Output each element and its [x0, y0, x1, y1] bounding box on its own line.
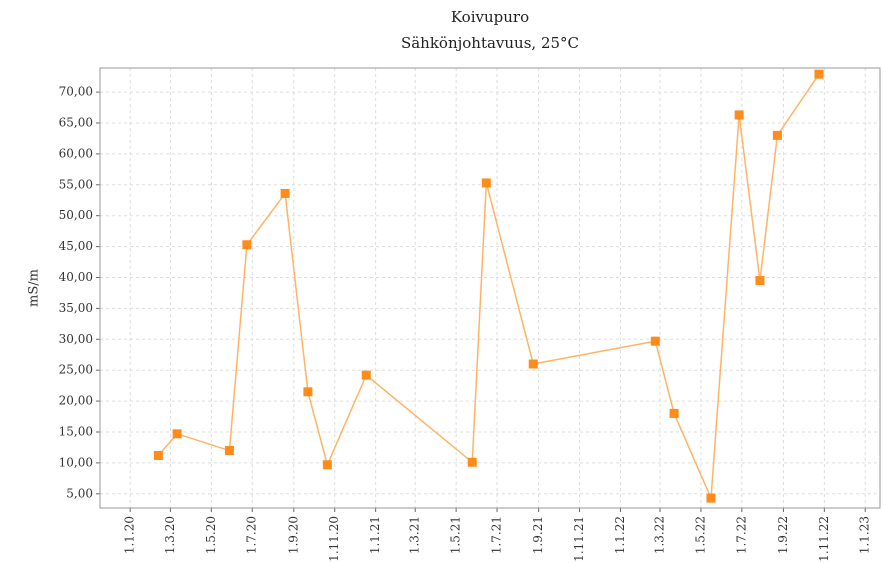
y-tick-label: 60,00 [59, 146, 93, 160]
data-line [157, 73, 820, 499]
data-point [153, 450, 163, 460]
y-tick-label: 50,00 [59, 208, 93, 222]
y-axis-label: mS/m [27, 269, 42, 307]
data-point [734, 110, 744, 120]
data-point [772, 130, 782, 140]
data-point [669, 408, 679, 418]
x-tick-label: 1.1.21 [368, 516, 382, 554]
x-tick-label: 1.3.22 [653, 516, 667, 554]
data-point [224, 446, 234, 456]
x-tick-label: 1.9.22 [776, 516, 790, 554]
data-point [755, 276, 765, 286]
y-tick-label: 35,00 [59, 301, 93, 315]
x-tick-label: 1.7.21 [490, 516, 504, 554]
plot-frame [99, 67, 881, 509]
data-point [481, 178, 491, 188]
x-tick-label: 1.1.20 [123, 516, 137, 554]
x-tick-label: 1.7.22 [734, 516, 748, 554]
x-tick-label: 1.3.21 [408, 516, 422, 554]
y-tick-label: 5,00 [66, 486, 93, 500]
x-tick-label: 1.1.22 [613, 516, 627, 554]
data-point [528, 359, 538, 369]
x-tick-label: 1.9.20 [286, 516, 300, 554]
y-tick-label: 15,00 [59, 424, 93, 438]
y-tick-label: 70,00 [59, 85, 93, 99]
data-point [650, 336, 660, 346]
x-tick-label: 1.5.21 [449, 516, 463, 554]
y-tick-label: 65,00 [59, 116, 93, 130]
data-point [706, 493, 716, 503]
x-tick-label: 1.7.20 [245, 516, 259, 554]
data-point [361, 370, 371, 380]
x-tick-label: 1.9.21 [531, 516, 545, 554]
chart-title: Koivupuro [451, 8, 529, 26]
data-point [303, 387, 313, 397]
x-tick-label: 1.5.22 [693, 516, 707, 554]
data-point [322, 460, 332, 470]
data-point [814, 69, 824, 79]
y-tick-label: 40,00 [59, 270, 93, 284]
x-tick-label: 1.11.20 [327, 516, 341, 562]
x-tick-label: 1.5.20 [204, 516, 218, 554]
data-point [242, 240, 252, 250]
y-tick-label: 10,00 [59, 455, 93, 469]
data-point [467, 457, 477, 467]
y-tick-label: 25,00 [59, 363, 93, 377]
x-tick-label: 1.11.21 [572, 516, 586, 562]
data-point [172, 429, 182, 439]
y-tick-label: 55,00 [59, 177, 93, 191]
y-tick-label: 45,00 [59, 239, 93, 253]
y-tick-label: 20,00 [59, 394, 93, 408]
data-point [280, 188, 290, 198]
y-tick-label: 30,00 [59, 332, 93, 346]
x-tick-label: 1.1.23 [858, 516, 872, 554]
x-tick-label: 1.11.22 [817, 516, 831, 562]
chart-subtitle: Sähkönjohtavuus, 25°C [401, 34, 579, 52]
x-tick-label: 1.3.20 [163, 516, 177, 554]
